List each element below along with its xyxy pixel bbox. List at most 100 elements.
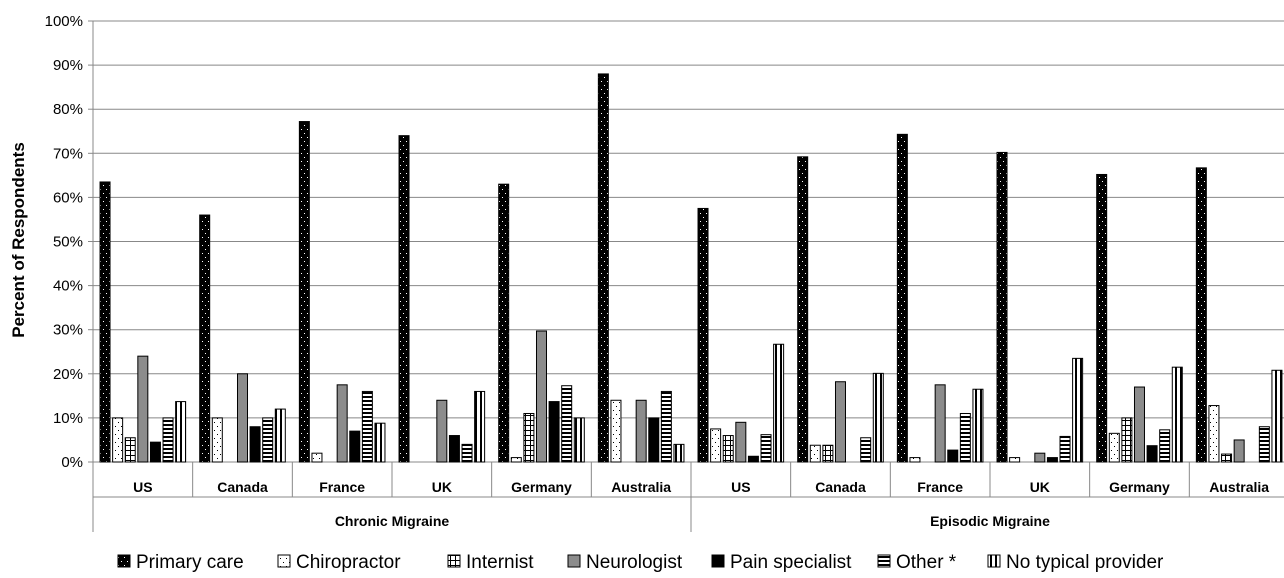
bar bbox=[112, 417, 124, 463]
bar bbox=[1221, 453, 1233, 463]
x-tick-label: UK bbox=[432, 479, 452, 495]
bar bbox=[1271, 369, 1283, 463]
y-tick-label: 100% bbox=[45, 13, 83, 30]
bar bbox=[498, 183, 510, 463]
bar bbox=[573, 417, 585, 463]
bar bbox=[1195, 167, 1207, 463]
x-tick-label: US bbox=[731, 479, 750, 495]
legend-label: Primary care bbox=[136, 552, 244, 573]
y-tick-label: 20% bbox=[53, 366, 83, 383]
bar bbox=[162, 417, 174, 463]
bar bbox=[535, 330, 547, 463]
bar bbox=[236, 373, 248, 463]
x-tick-label: Australia bbox=[1209, 479, 1269, 495]
bar bbox=[149, 441, 161, 463]
bar bbox=[1258, 426, 1270, 463]
legend-swatch bbox=[277, 554, 291, 568]
bar bbox=[635, 399, 647, 463]
bar bbox=[1009, 457, 1021, 463]
bar bbox=[1133, 386, 1145, 463]
legend-swatch bbox=[567, 554, 581, 568]
y-tick-label: 30% bbox=[53, 322, 83, 339]
legend-swatch bbox=[117, 554, 131, 568]
bar bbox=[436, 399, 448, 463]
bar bbox=[1233, 439, 1245, 463]
x-tick-label: Germany bbox=[1109, 479, 1170, 495]
x-tick-label: France bbox=[319, 479, 365, 495]
y-tick-label: 80% bbox=[53, 101, 83, 118]
bar bbox=[374, 422, 386, 463]
gridlines bbox=[93, 20, 1284, 419]
bar bbox=[448, 435, 460, 463]
bar bbox=[697, 207, 709, 463]
bar bbox=[996, 151, 1008, 463]
legend-swatch bbox=[711, 554, 725, 568]
bar bbox=[722, 435, 734, 463]
x-tick-label: UK bbox=[1030, 479, 1050, 495]
bar bbox=[860, 437, 872, 463]
x-tick-label: France bbox=[917, 479, 963, 495]
bar bbox=[361, 390, 373, 463]
y-tick-label: 10% bbox=[53, 410, 83, 427]
bar bbox=[735, 421, 747, 463]
x-tick-label: Australia bbox=[611, 479, 671, 495]
y-tick-label: 50% bbox=[53, 234, 83, 251]
bar bbox=[673, 443, 685, 463]
bar bbox=[124, 437, 136, 463]
bar bbox=[199, 214, 211, 463]
y-axis-title: Percent of Respondents bbox=[9, 142, 28, 338]
bar bbox=[1034, 452, 1046, 463]
bar bbox=[398, 135, 410, 463]
bar bbox=[760, 434, 772, 463]
legend-label: Internist bbox=[466, 552, 534, 573]
bar bbox=[947, 449, 959, 463]
bar bbox=[548, 401, 560, 463]
bar bbox=[797, 156, 809, 463]
bar bbox=[336, 384, 348, 463]
bar bbox=[349, 430, 361, 463]
bar bbox=[1121, 417, 1133, 463]
group-label: Chronic Migraine bbox=[335, 513, 450, 529]
bar bbox=[262, 417, 274, 463]
legend-swatch bbox=[447, 554, 461, 568]
bar bbox=[710, 428, 722, 463]
legend-label: Pain specialist bbox=[730, 552, 852, 573]
bar bbox=[1059, 435, 1071, 463]
bar bbox=[834, 381, 846, 463]
legend-swatch bbox=[877, 554, 891, 568]
bar bbox=[972, 388, 984, 463]
x-tick-label: Germany bbox=[511, 479, 572, 495]
bar bbox=[99, 181, 111, 463]
bar bbox=[175, 401, 187, 463]
bar bbox=[561, 385, 573, 463]
bar bbox=[311, 452, 323, 463]
x-tick-label: US bbox=[133, 479, 152, 495]
bar bbox=[747, 455, 759, 463]
bar bbox=[773, 343, 785, 463]
y-tick-label: 60% bbox=[53, 189, 83, 206]
bar bbox=[1108, 432, 1120, 463]
bar bbox=[809, 444, 821, 463]
bar bbox=[1159, 429, 1171, 463]
y-tick-label: 40% bbox=[53, 278, 83, 295]
bar bbox=[298, 121, 310, 463]
y-tick-label: 70% bbox=[53, 145, 83, 162]
bar bbox=[1208, 405, 1220, 463]
bar bbox=[461, 443, 473, 463]
legend-label: No typical provider bbox=[1006, 552, 1164, 573]
bar bbox=[1096, 173, 1108, 463]
bars bbox=[99, 73, 1283, 463]
x-tick-label: Canada bbox=[815, 479, 866, 495]
bar bbox=[1146, 445, 1158, 463]
bar bbox=[1046, 457, 1058, 463]
bar bbox=[137, 355, 149, 463]
bar bbox=[523, 412, 535, 463]
axes bbox=[88, 20, 1284, 532]
bar bbox=[249, 426, 261, 463]
bar bbox=[1171, 366, 1183, 463]
bar bbox=[872, 372, 884, 463]
x-tick-label: Canada bbox=[217, 479, 268, 495]
y-tick-label: 0% bbox=[61, 454, 83, 471]
